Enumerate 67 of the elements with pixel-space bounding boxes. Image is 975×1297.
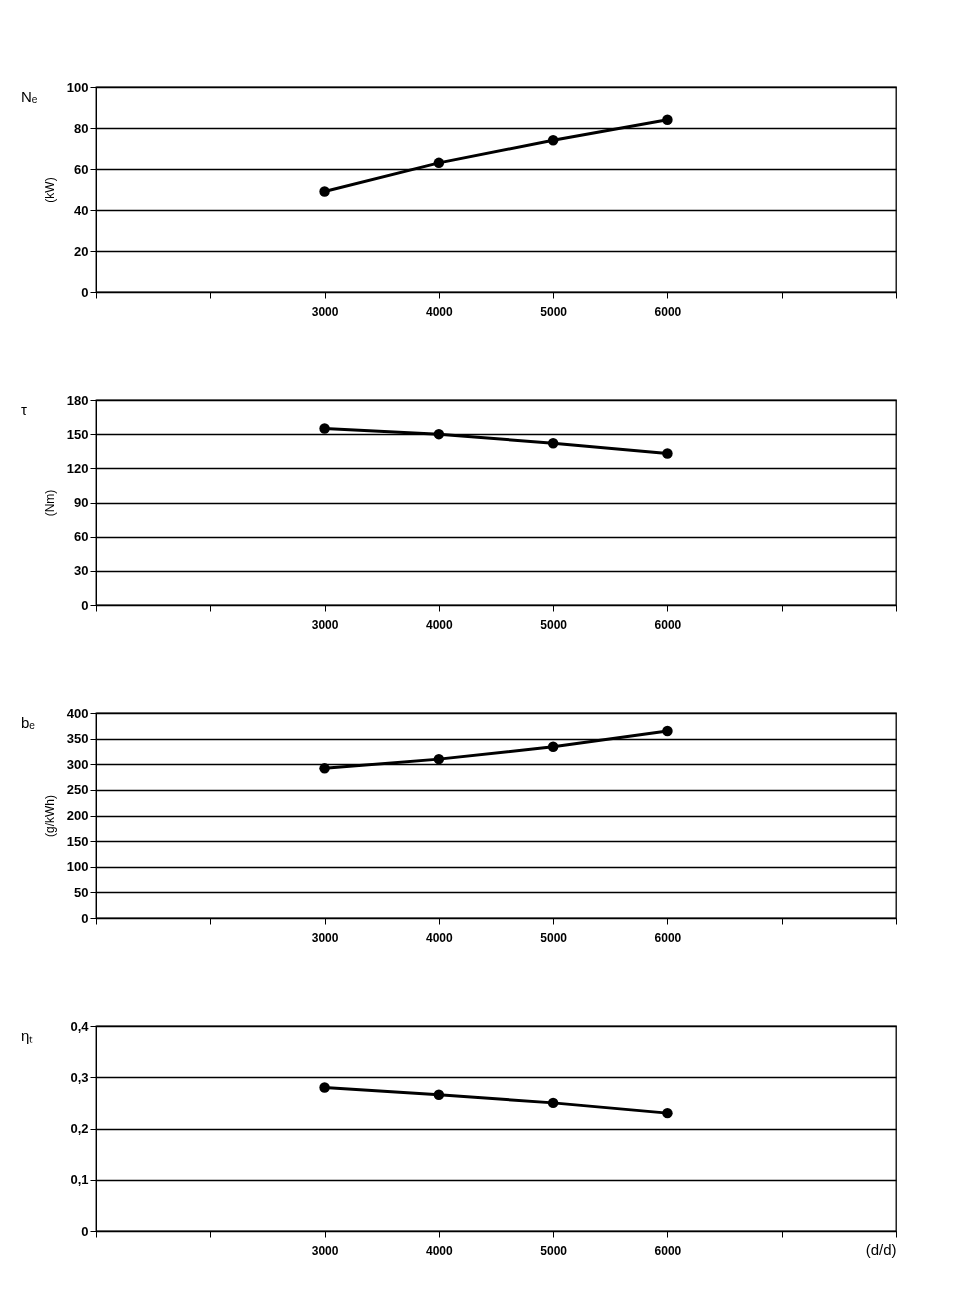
point	[433, 1089, 445, 1100]
y-tick-label: 300	[66, 756, 89, 772]
y-tick-label: 20	[74, 243, 89, 259]
y-axis-title: (Nm)	[42, 489, 57, 517]
y-tick-label: 0	[81, 910, 89, 926]
y-axis-title: (g/kWh)	[42, 795, 57, 837]
x-tick-label: 4000	[426, 304, 454, 319]
x-tick-label: 3000	[311, 617, 339, 632]
y-tick-label: 0	[81, 1223, 89, 1239]
x-tick-label: 4000	[426, 1243, 454, 1258]
y-tick-label: 0,3	[70, 1069, 89, 1085]
x-tick-label: 5000	[540, 930, 568, 945]
y-tick-label: 40	[74, 202, 89, 218]
y-tick-label: 60	[74, 161, 89, 177]
y-axis-title: (kW)	[42, 177, 57, 203]
y-tick-label: 180	[66, 392, 89, 408]
y-tick-label: 50	[74, 884, 89, 900]
y-tick-label: 200	[66, 808, 89, 823]
y-tick-label: 60	[74, 529, 89, 545]
x-axis-title: (d/d)	[865, 1240, 897, 1258]
y-tick-label: 100	[66, 79, 89, 95]
y-tick-label: 80	[74, 120, 89, 136]
y-tick-label: 150	[66, 426, 89, 442]
chart-title: Nₑ	[21, 88, 38, 105]
point	[547, 1097, 559, 1109]
x-tick-label: 5000	[540, 1243, 568, 1258]
x-tick-label: 5000	[540, 617, 568, 632]
y-tick-label: 0	[81, 597, 89, 613]
chart-title: bₑ	[21, 714, 36, 731]
point	[433, 157, 445, 169]
y-tick-label: 0,1	[70, 1172, 89, 1188]
point	[319, 763, 330, 774]
point	[547, 741, 559, 753]
y-tick-label: 0,2	[70, 1121, 89, 1136]
x-tick-label: 3000	[311, 304, 339, 319]
y-tick-label: 400	[66, 705, 89, 721]
x-tick-label: 6000	[654, 617, 682, 632]
point	[662, 114, 673, 126]
point	[319, 423, 330, 434]
x-tick-label: 5000	[540, 304, 568, 319]
x-tick-label: 6000	[654, 304, 682, 319]
x-tick-label: 3000	[311, 1243, 339, 1258]
y-tick-label: 0	[81, 284, 89, 300]
point	[662, 448, 673, 459]
point	[319, 186, 330, 197]
point	[433, 428, 445, 440]
y-tick-label: 90	[74, 495, 89, 510]
y-tick-label: 30	[74, 563, 89, 579]
y-tick-label: 120	[66, 460, 89, 476]
y-tick-label: 0,4	[70, 1018, 90, 1034]
chart-title: ηₜ	[21, 1027, 34, 1044]
x-tick-label: 3000	[311, 930, 339, 945]
y-tick-label: 350	[66, 731, 89, 747]
chart-title: τ	[21, 401, 27, 418]
point	[662, 725, 673, 737]
y-tick-label: 100	[66, 859, 89, 875]
x-tick-label: 4000	[426, 617, 454, 632]
x-tick-label: 4000	[426, 930, 454, 945]
point	[319, 1082, 330, 1093]
point	[547, 438, 559, 449]
point	[433, 753, 445, 765]
x-tick-label: 6000	[654, 930, 682, 945]
y-tick-label: 250	[66, 782, 89, 798]
x-tick-label: 6000	[654, 1243, 682, 1258]
y-tick-label: 150	[66, 833, 89, 849]
point	[662, 1107, 673, 1119]
point	[547, 135, 559, 146]
